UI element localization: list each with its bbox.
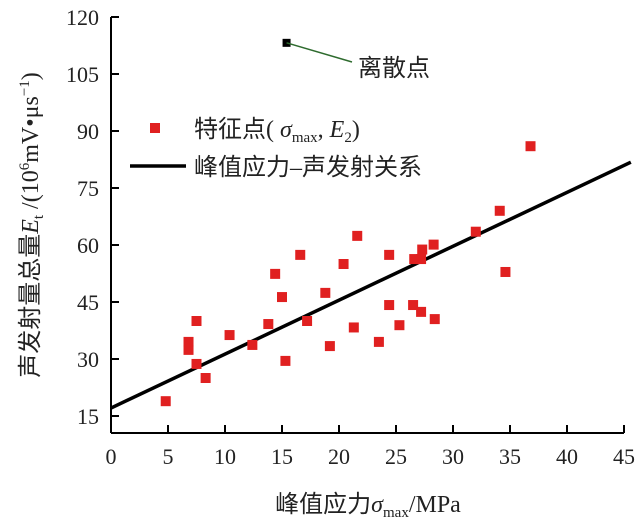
y-tick-label: 75	[77, 176, 99, 201]
outlier-annotation: 离散点	[286, 42, 430, 82]
legend-label-fit: 峰值应力–声发射关系	[194, 154, 422, 181]
x-tick-label: 10	[214, 444, 236, 469]
data-point	[416, 254, 427, 265]
data-point	[324, 341, 335, 352]
data-point	[409, 254, 420, 265]
data-point	[302, 316, 313, 326]
annotation-label: 离散点	[358, 55, 430, 82]
fit-line	[110, 160, 632, 410]
x-tick-label: 0	[106, 444, 117, 469]
y-tick-label: 30	[77, 347, 99, 372]
data-point	[224, 330, 235, 341]
x-tick-label: 45	[613, 444, 635, 469]
x-axis-label: 峰值应力σmax/MPa	[275, 491, 461, 521]
data-point	[183, 336, 194, 347]
data-point	[500, 266, 511, 277]
x-tick-label: 40	[556, 444, 578, 469]
data-point	[320, 287, 331, 298]
annotation-leader-line	[286, 42, 353, 63]
data-point	[384, 249, 395, 260]
data-point	[494, 205, 505, 216]
y-axis-label: 声发射量总量Et /(106mV•μs−1)	[17, 72, 47, 378]
data-point	[191, 358, 202, 369]
legend: 特征点( σmax, E2) 峰值应力–声发射关系	[130, 116, 422, 181]
x-tick-label: 15	[271, 444, 293, 469]
legend-marker-points	[150, 123, 160, 133]
x-tick-label: 25	[385, 444, 407, 469]
data-point	[338, 259, 349, 269]
data-point	[277, 292, 287, 303]
data-point	[160, 396, 171, 407]
x-tick-label: 30	[442, 444, 464, 469]
data-point	[295, 249, 306, 260]
data-point	[183, 344, 194, 355]
y-tick-label: 90	[77, 119, 99, 144]
data-point	[191, 316, 202, 326]
y-tick-label: 60	[77, 233, 99, 258]
data-point	[384, 300, 395, 311]
data-point	[394, 320, 405, 331]
x-tick-label: 20	[328, 444, 350, 469]
data-point	[470, 226, 481, 237]
marks	[110, 38, 632, 410]
data-point	[417, 244, 428, 255]
axes: 0 5 10 15 20 25 30 35 40 45 15 30 45 60 75 90 105 120	[66, 5, 635, 469]
data-point	[200, 373, 211, 383]
data-point	[408, 300, 419, 311]
data-point	[373, 336, 384, 347]
legend-label-points: 特征点( σmax, E2)	[194, 116, 360, 146]
y-tick-label: 120	[66, 5, 99, 30]
data-point	[352, 230, 363, 241]
data-point	[348, 322, 359, 333]
data-point	[525, 141, 536, 152]
data-point	[428, 239, 439, 250]
x-tick-label: 5	[163, 444, 174, 469]
y-tick-label: 45	[77, 290, 99, 315]
y-tick-label: 15	[77, 404, 99, 429]
data-point	[247, 339, 258, 350]
data-point	[429, 314, 440, 325]
data-point	[416, 306, 427, 317]
data-point	[280, 355, 291, 366]
x-tick-label: 35	[499, 444, 521, 469]
y-tick-label: 105	[66, 62, 99, 87]
data-point	[263, 319, 274, 330]
data-point	[270, 268, 281, 279]
